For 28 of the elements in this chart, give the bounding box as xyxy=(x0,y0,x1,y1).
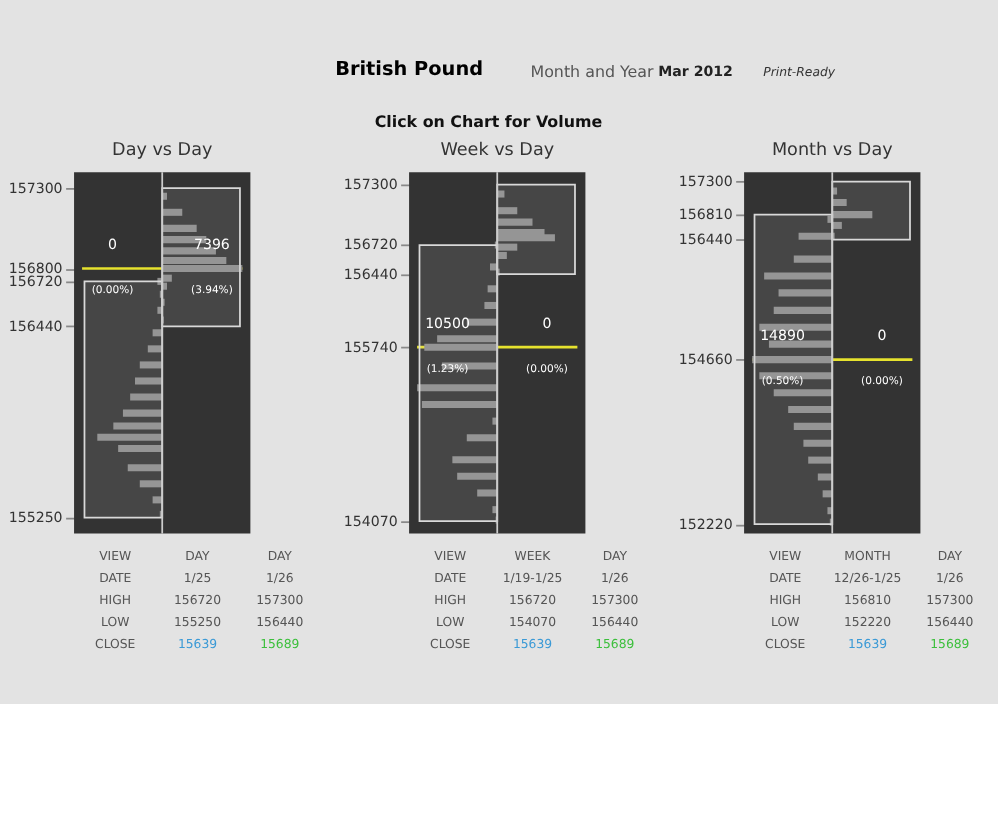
y-tick-label: 157300 xyxy=(8,178,64,197)
y-tick-label: 154070 xyxy=(343,511,399,530)
chart-title: Week vs Day xyxy=(440,140,555,161)
y-tick-label: 156800 xyxy=(8,258,64,277)
y-tick-label: 156440 xyxy=(8,316,64,335)
text: Click on Chart for Volume xyxy=(374,113,603,132)
y-tick-label: 156440 xyxy=(343,264,399,283)
annotation: 0 xyxy=(542,313,553,332)
y-tick-label: 152220 xyxy=(678,514,734,533)
annotation: 0 xyxy=(108,235,119,254)
y-tick-label: 155740 xyxy=(343,337,399,356)
y-tick-label: 157300 xyxy=(343,175,399,194)
chart-title: Month vs Day xyxy=(771,140,893,161)
y-tick-label: 156440 xyxy=(678,229,734,248)
y-tick-label: 156720 xyxy=(343,235,399,254)
y-tick-label: 156720 xyxy=(8,271,64,290)
chart-title: Day vs Day xyxy=(112,140,213,161)
y-tick-label: 157300 xyxy=(678,172,734,190)
text: British Pound xyxy=(335,59,484,82)
annotation: 7396 xyxy=(193,235,231,254)
text: Mar 2012 xyxy=(658,61,734,80)
y-tick-label: 154660 xyxy=(678,350,734,369)
annotation: 10500 xyxy=(425,313,471,332)
y-tick-label: 155250 xyxy=(8,507,64,526)
y-tick-label: 156810 xyxy=(678,205,734,224)
text: 0 xyxy=(877,326,888,345)
text: Month and Year xyxy=(530,63,656,82)
annotation: 14890 xyxy=(760,326,807,345)
